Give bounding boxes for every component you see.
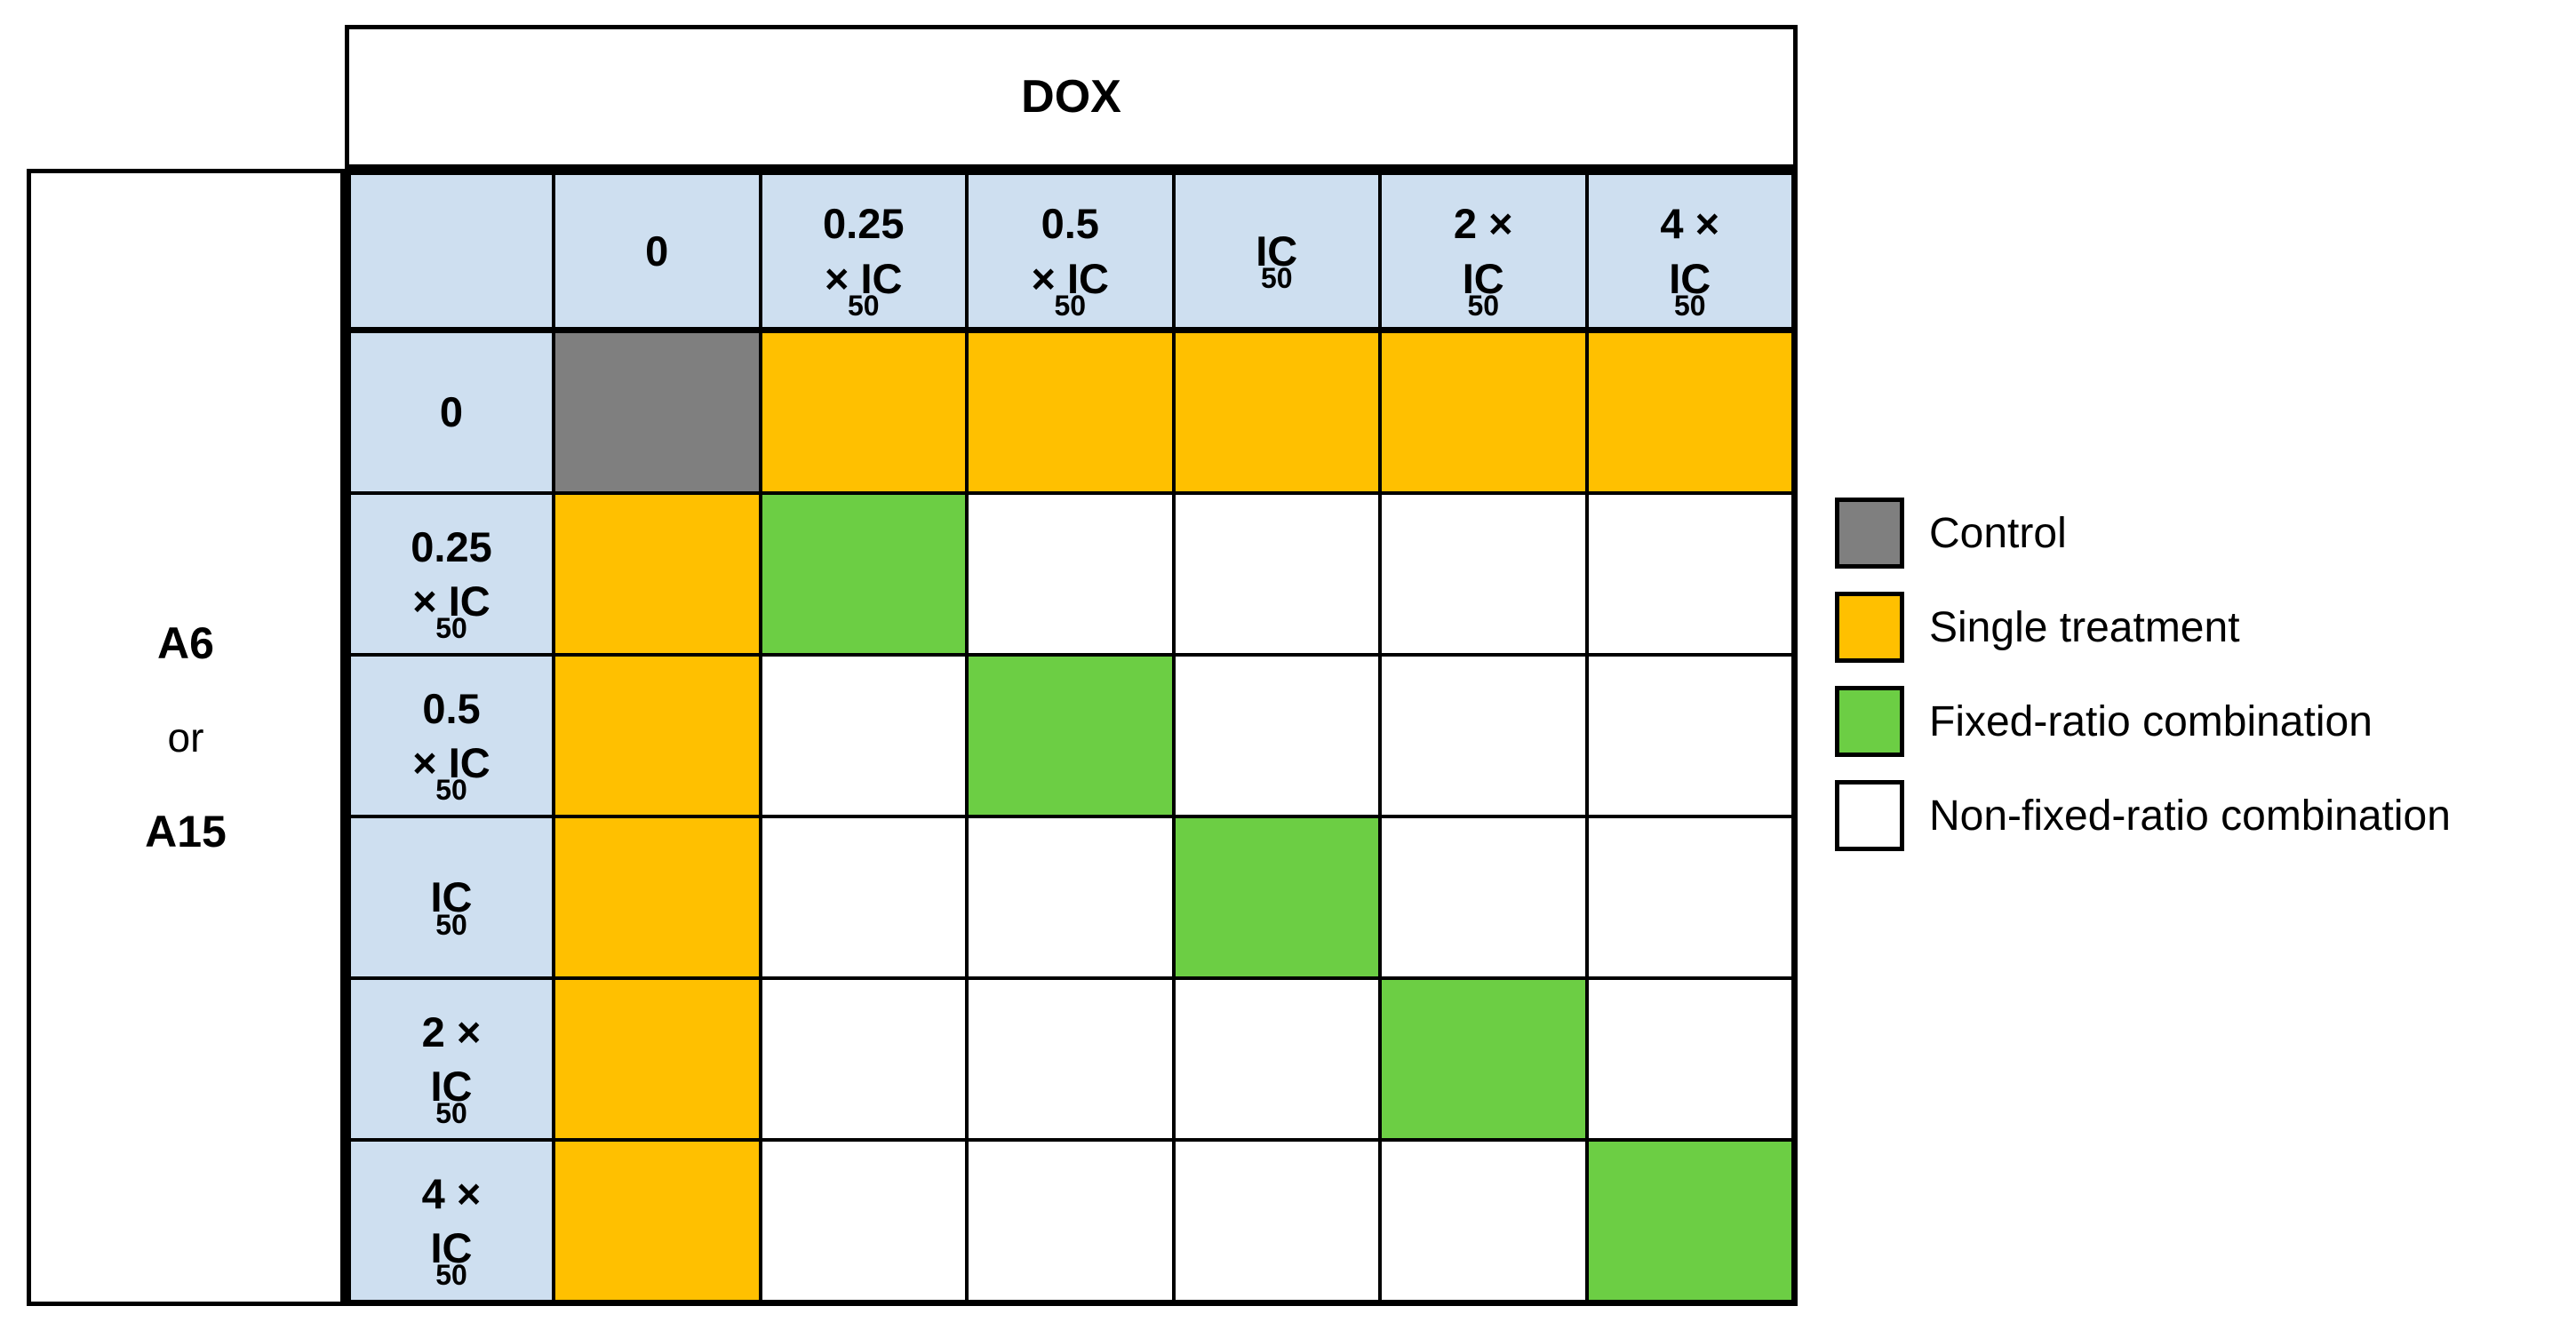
legend-item-s: Single treatment <box>1835 592 2451 663</box>
cell-r3-c3 <box>1173 816 1380 978</box>
col-header-1: 0.25 × IC 50 <box>760 173 967 331</box>
row-header-0: 0 <box>349 331 554 493</box>
cell-r1-c4 <box>1380 493 1587 655</box>
col-header-3: IC 50 <box>1173 173 1380 331</box>
cell-r0-c2 <box>967 331 1174 493</box>
legend: Control Single treatment Fixed-ratio combi… <box>1835 498 2451 874</box>
legend-label: Control <box>1929 509 2067 557</box>
col-header-4: 2 × IC 50 <box>1380 173 1587 331</box>
cell-r0-c4 <box>1380 331 1587 493</box>
cell-r5-c5 <box>1586 1140 1793 1302</box>
row-header-3: IC 50 <box>349 816 554 978</box>
cell-r1-c1 <box>760 493 967 655</box>
cell-r4-c5 <box>1586 978 1793 1140</box>
row-group-label-a15: A15 <box>145 807 227 856</box>
row-header-1: 0.25 × IC 50 <box>349 493 554 655</box>
row-group-box: A6 or A15 <box>27 169 345 1306</box>
dox-label: DOX <box>1021 71 1121 123</box>
cell-r5-c2 <box>967 1140 1174 1302</box>
cell-r2-c1 <box>760 655 967 816</box>
cell-r1-c2 <box>967 493 1174 655</box>
row-header-5: 4 × IC 50 <box>349 1140 554 1302</box>
cell-r0-c1 <box>760 331 967 493</box>
legend-label: Fixed-ratio combination <box>1929 697 2373 745</box>
legend-label: Non-fixed-ratio combination <box>1929 792 2451 840</box>
cell-r1-c5 <box>1586 493 1793 655</box>
cell-r5-c3 <box>1173 1140 1380 1302</box>
dox-header-box: DOX <box>345 25 1798 169</box>
cell-r0-c0 <box>554 331 761 493</box>
cell-r5-c4 <box>1380 1140 1587 1302</box>
corner-cell <box>349 173 554 331</box>
cell-r3-c0 <box>554 816 761 978</box>
legend-item-n: Non-fixed-ratio combination <box>1835 780 2451 851</box>
cell-r2-c4 <box>1380 655 1587 816</box>
row-group-label-a6: A6 <box>157 618 214 668</box>
cell-r4-c2 <box>967 978 1174 1140</box>
row-header-2: 0.5 × IC 50 <box>349 655 554 816</box>
col-header-0: 0 <box>554 173 761 331</box>
cell-r3-c2 <box>967 816 1174 978</box>
legend-swatch-f <box>1835 686 1904 757</box>
cell-r2-c3 <box>1173 655 1380 816</box>
cell-r5-c0 <box>554 1140 761 1302</box>
cell-r2-c0 <box>554 655 761 816</box>
cell-r0-c3 <box>1173 331 1380 493</box>
legend-swatch-c <box>1835 498 1904 569</box>
cell-r2-c5 <box>1586 655 1793 816</box>
cell-r4-c0 <box>554 978 761 1140</box>
cell-r3-c4 <box>1380 816 1587 978</box>
cell-r1-c3 <box>1173 493 1380 655</box>
cell-r3-c5 <box>1586 816 1793 978</box>
legend-swatch-s <box>1835 592 1904 663</box>
row-header-4: 2 × IC 50 <box>349 978 554 1140</box>
legend-swatch-n <box>1835 780 1904 851</box>
cell-r1-c0 <box>554 493 761 655</box>
cell-r2-c2 <box>967 655 1174 816</box>
legend-label: Single treatment <box>1929 603 2240 651</box>
cell-r4-c3 <box>1173 978 1380 1140</box>
col-header-2: 0.5 × IC 50 <box>967 173 1174 331</box>
cell-r4-c1 <box>760 978 967 1140</box>
legend-item-f: Fixed-ratio combination <box>1835 686 2451 757</box>
design-table: 0 0.25 × IC 50 0.5 × IC 50 IC 50 2 × IC 50 4 × IC 50 0 0… <box>345 169 1798 1306</box>
cell-r0-c5 <box>1586 331 1793 493</box>
cell-r5-c1 <box>760 1140 967 1302</box>
row-group-label-or: or <box>167 714 204 761</box>
legend-item-c: Control <box>1835 498 2451 569</box>
cell-r3-c1 <box>760 816 967 978</box>
col-header-5: 4 × IC 50 <box>1586 173 1793 331</box>
cell-r4-c4 <box>1380 978 1587 1140</box>
